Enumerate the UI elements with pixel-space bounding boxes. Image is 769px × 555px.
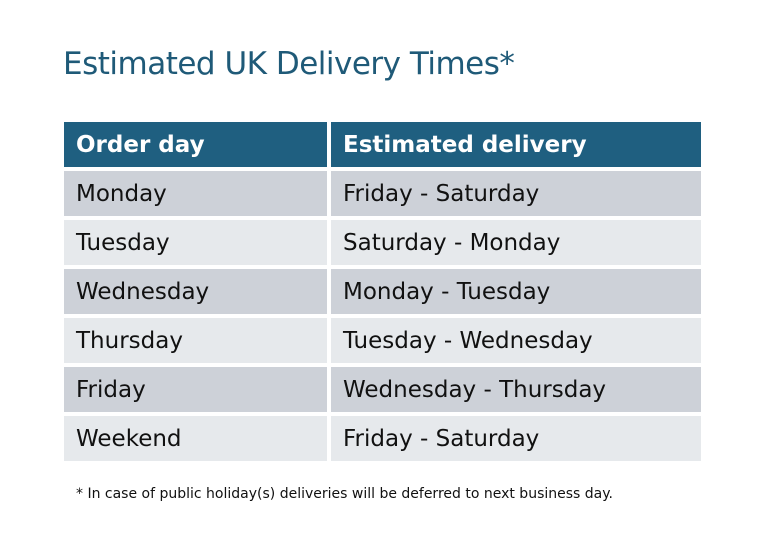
table-row: Wednesday Monday - Tuesday xyxy=(64,269,701,314)
table-row: Weekend Friday - Saturday xyxy=(64,416,701,461)
delivery-cell: Friday - Saturday xyxy=(331,416,701,461)
delivery-cell: Tuesday - Wednesday xyxy=(331,318,701,363)
order-day-cell: Monday xyxy=(64,171,327,216)
header-estimated-delivery: Estimated delivery xyxy=(331,122,701,167)
order-day-cell: Friday xyxy=(64,367,327,412)
table-row: Monday Friday - Saturday xyxy=(64,171,701,216)
table-row: Friday Wednesday - Thursday xyxy=(64,367,701,412)
table-row: Tuesday Saturday - Monday xyxy=(64,220,701,265)
delivery-cell: Monday - Tuesday xyxy=(331,269,701,314)
footnote: * In case of public holiday(s) deliverie… xyxy=(76,486,613,502)
delivery-cell: Saturday - Monday xyxy=(331,220,701,265)
table-header-row: Order day Estimated delivery xyxy=(64,122,701,167)
delivery-table: Order day Estimated delivery Monday Frida… xyxy=(60,118,705,465)
delivery-cell: Friday - Saturday xyxy=(331,171,701,216)
order-day-cell: Weekend xyxy=(64,416,327,461)
table-row: Thursday Tuesday - Wednesday xyxy=(64,318,701,363)
delivery-cell: Wednesday - Thursday xyxy=(331,367,701,412)
page-title: Estimated UK Delivery Times* xyxy=(63,46,515,82)
order-day-cell: Tuesday xyxy=(64,220,327,265)
order-day-cell: Thursday xyxy=(64,318,327,363)
header-order-day: Order day xyxy=(64,122,327,167)
order-day-cell: Wednesday xyxy=(64,269,327,314)
